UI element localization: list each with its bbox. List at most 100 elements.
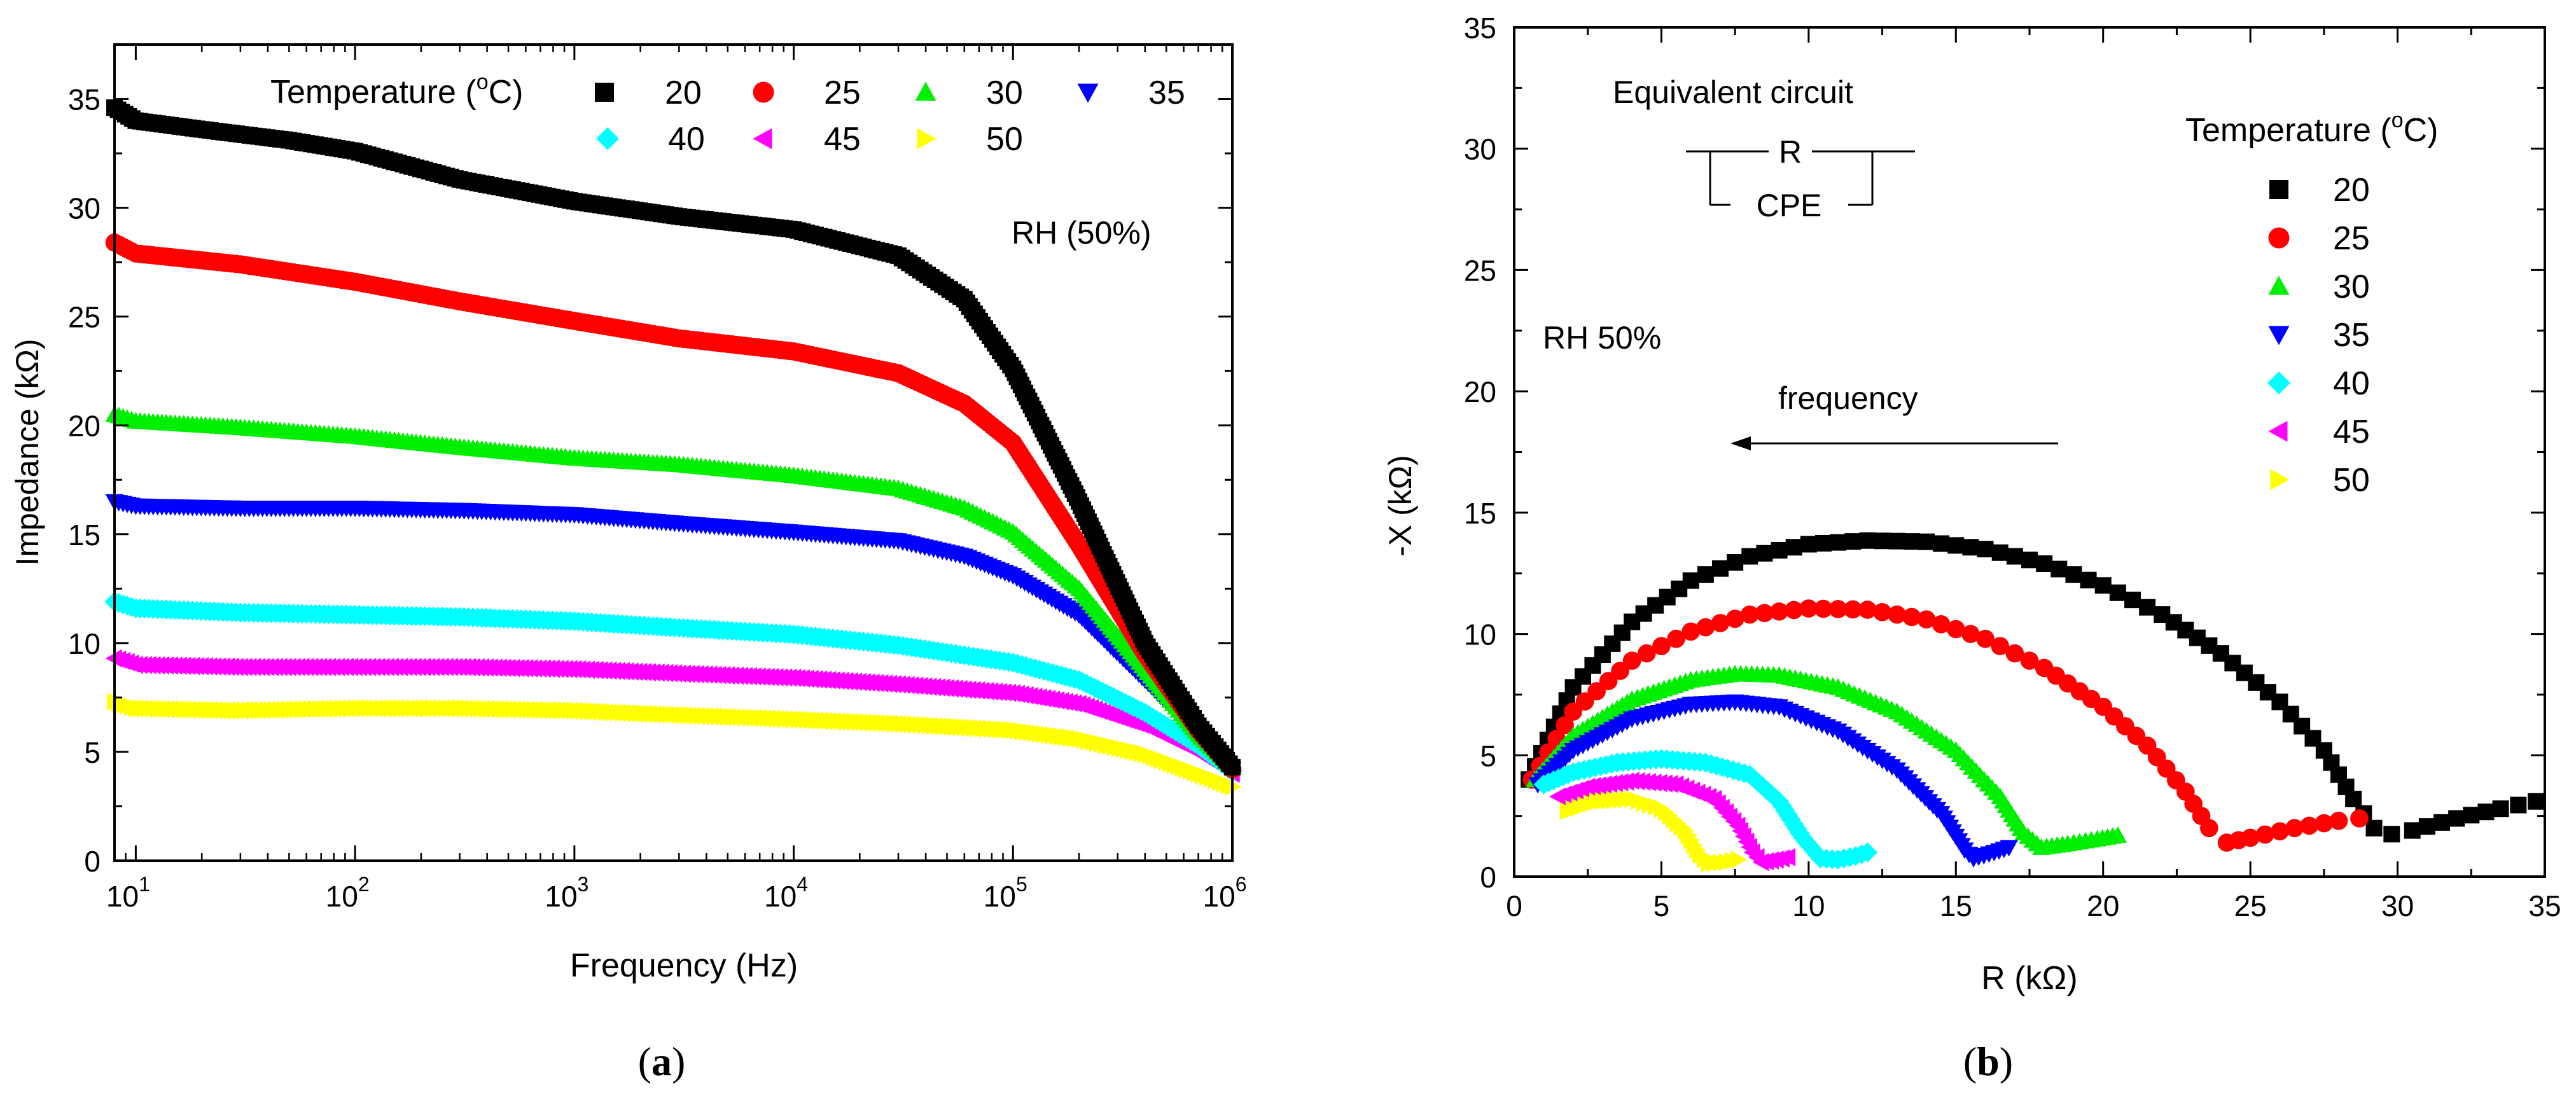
panel-a-legend-item-25: 25 [753,74,861,111]
panel-b-y-tick-label: 5 [1480,739,1496,772]
panel-a-x-tick-label: 105 [984,873,1027,913]
panel-a-y-tick-label: 25 [68,301,101,334]
panel-b-point-25 [1873,602,1891,622]
panel-b-series-35 [1528,694,2018,868]
panel-b-point-20 [2404,822,2421,839]
panel-a-legend-marker-25 [753,81,774,103]
panel-b-point-20 [2124,592,2141,609]
panel-b-legend-item-35: 35 [2268,317,2370,354]
panel-a-legend-label-35: 35 [1148,74,1185,111]
panel-b-point-25 [2271,822,2289,841]
panel-a-legend-item-40: 40 [596,121,705,158]
panel-b-legend-item-20: 20 [2269,172,2370,209]
panel-b-legend-marker-45 [2268,420,2288,442]
panel-a-legend-label-25: 25 [824,74,861,111]
panel-b-point-25 [2005,644,2024,663]
panel-a-y-tick-label: 20 [68,410,101,443]
panel-b-legend-label-35: 35 [2333,317,2370,354]
panel-a-legend-item-50: 50 [917,121,1023,158]
panel-a-legend-label-45: 45 [824,121,861,158]
panel-a-y-axis-label: Impedance (kΩ) [10,339,45,566]
panel-b-legend-item-45: 45 [2268,414,2370,450]
circuit-diagram [1686,150,1915,206]
panel-a-x-tick-label: 103 [545,873,588,913]
panel-b-legend-item-40: 40 [2267,365,2370,402]
panel-b-legend-marker-30 [2268,275,2290,295]
panel-b-point-45 [1779,848,1796,866]
panel-b-legend-marker-25 [2268,227,2290,249]
panel-a-y-tick-label: 0 [84,845,101,878]
panel-a-legend-item-30: 30 [915,74,1023,111]
panel-b-point-25 [1681,622,1701,641]
panel-b-series [1521,532,2545,873]
panel-a-annotation-rh: RH (50%) [1012,215,1151,251]
panel-a-legend-item-45: 45 [753,121,861,158]
panel-a-legend-marker-40 [596,127,619,150]
panel-b-legend-marker-35 [2268,326,2290,345]
panel-b-point-20 [2383,826,2400,843]
panel-b-point-40 [1857,842,1878,863]
panel-b-point-25 [1976,629,1995,648]
panel-b-point-20 [1800,536,1817,553]
panel-b-series-50 [1559,789,1748,873]
panel-b-point-20 [1947,537,1965,554]
panel-b-x-tick-label: 10 [1792,889,1825,922]
panel-b-series-30 [1526,665,2127,855]
panel-b-legend-marker-50 [2270,469,2290,490]
panel-a-x-tick-label: 106 [1203,873,1247,913]
panel-a-x-tick-label: 104 [764,873,808,913]
panel-a-legend-marker-20 [595,83,614,102]
panel-b-point-25 [1888,605,1907,624]
panel-a-series [104,99,1243,796]
panel-b-x-tick-label: 30 [2381,889,2414,922]
panel-b-point-25 [1556,716,1574,735]
panel-a-legend-marker-30 [915,81,936,101]
panel-b-point-20 [1859,532,1876,549]
circuit-cpe-label: CPE [1757,188,1822,223]
panel-b-annotation-rh: RH 50% [1543,320,1661,356]
panel-b-point-20 [2345,790,2362,807]
panel-b-point-25 [1770,602,1788,621]
panel-b-point-20 [2065,566,2082,583]
panel-b-point-20 [2139,599,2156,616]
panel-b-point-25 [2200,819,2218,838]
panel-b-point-25 [2300,816,2319,835]
panel-b-point-20 [2477,803,2495,821]
panel-b-point-20 [1815,535,1832,552]
panel-b-point-25 [1799,599,1818,618]
panel-a-plot-frame [113,43,1234,862]
panel-a-x-tick-label: 102 [326,873,370,913]
panel-b-y-tick-label: 20 [1464,375,1496,408]
panel-a-legend-label-30: 30 [986,74,1023,111]
panel-b-point-20 [1874,532,1891,550]
panel-b-point-25 [1843,600,1862,619]
panel-b-point-25 [1564,702,1582,721]
panel-b-y-tick-label: 0 [1480,861,1496,894]
panel-b-point-25 [1828,600,1848,618]
frequency-arrow-label: frequency [1778,380,1918,416]
panel-b-caption: (b) [1963,1039,2013,1084]
panel-b-point-20 [1771,541,1788,559]
panel-b-point-20 [1888,532,1905,550]
panel-b-point-20 [2463,807,2480,824]
panel-b-point-25 [2315,814,2334,833]
panel-b-point-20 [2050,560,2068,578]
panel-b-legend-label-20: 20 [2333,172,2370,209]
panel-a-legend-marker-35 [1077,83,1099,103]
panel-b-point-50 [1730,851,1748,869]
panel-a-legend-entries: 20 25 30 35 40 45 50 [595,74,1185,158]
panel-b-point-25 [1740,605,1759,624]
panel-b-ticks [1513,26,2546,878]
panel-b-legend-item-25: 25 [2268,220,2370,257]
panel-b-point-20 [1991,544,2009,561]
panel-a-legend-label-40: 40 [668,121,705,158]
panel-b-y-tick-label: 15 [1464,497,1496,530]
panel-a-y-tick-label: 35 [68,83,101,116]
panel-b-point-20 [1903,533,1920,550]
panel-a-legend-item-35: 35 [1077,74,1185,111]
panel-b-point-20 [1830,534,1847,551]
panel-b-point-20 [1682,572,1699,589]
panel-b-point-20 [2433,814,2450,831]
panel-b-point-20 [1977,541,1994,558]
